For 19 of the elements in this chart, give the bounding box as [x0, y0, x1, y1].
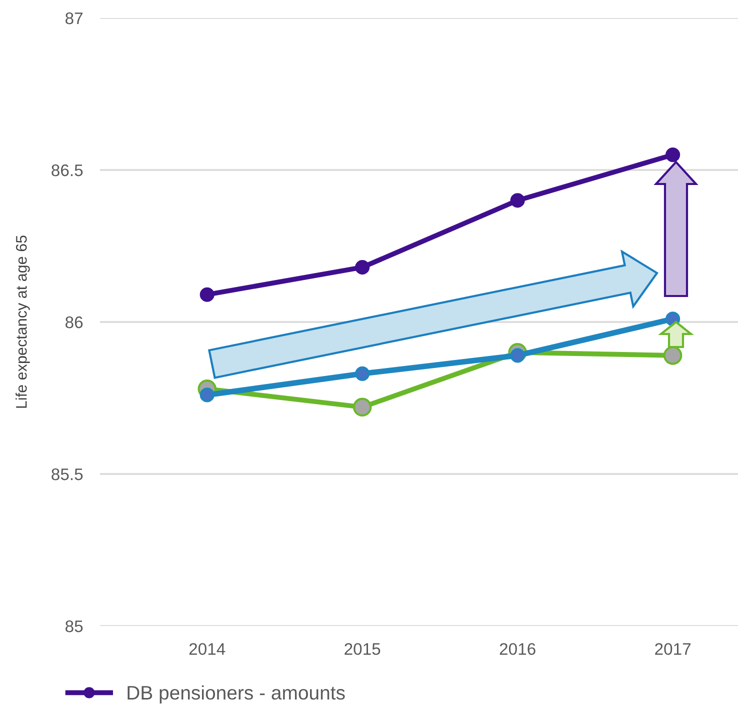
legend-label: DB pensioners - amounts — [128, 685, 345, 704]
y-tick-label: 86 — [66, 316, 83, 328]
point — [200, 287, 214, 302]
point — [355, 260, 370, 275]
y-axis-title: Life expectancy at age 65 — [16, 236, 30, 408]
y-tick-label: 87 — [66, 12, 82, 24]
x-tick-label: 2016 — [500, 643, 536, 655]
x-tick-label: 2017 — [655, 643, 691, 655]
point — [355, 366, 370, 381]
point — [666, 148, 680, 162]
y-tick-label: 85 — [66, 620, 83, 632]
point — [352, 398, 372, 416]
x-tick-label: 2015 — [344, 643, 380, 655]
point — [200, 388, 214, 402]
x-tick-label: 2014 — [189, 643, 226, 655]
y-tick-label: 86.5 — [52, 164, 83, 176]
point — [510, 193, 525, 208]
point — [663, 346, 682, 365]
y-tick-label: 85.5 — [52, 468, 83, 480]
